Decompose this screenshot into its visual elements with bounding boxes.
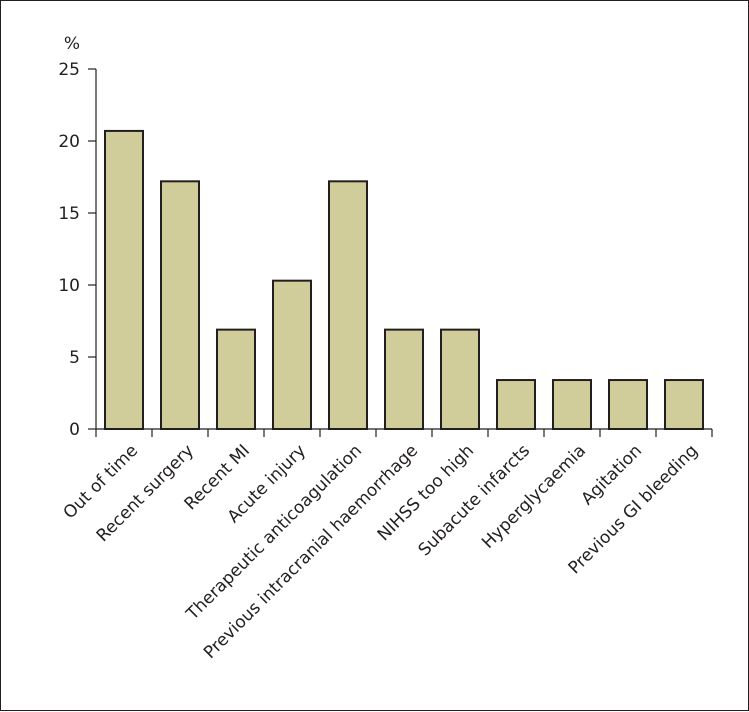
y-tick-label: 10 [58, 276, 80, 296]
y-tick-label: 20 [58, 132, 80, 152]
chart-bars [104, 129, 704, 431]
y-tick-label: 15 [58, 204, 80, 224]
bar [608, 379, 648, 431]
bar [440, 328, 480, 431]
bar [328, 180, 368, 430]
y-tick-label: 25 [58, 60, 80, 80]
y-axis-unit-label: % [64, 34, 80, 54]
y-tick-label: 5 [69, 348, 80, 368]
bar [216, 328, 256, 431]
bar [496, 379, 536, 431]
x-category-label: Hyperglycaemia [478, 441, 590, 553]
x-category-label: NIHSS too high [374, 441, 478, 545]
bar [160, 180, 200, 430]
bar [664, 379, 704, 431]
bar [272, 279, 312, 430]
bar [384, 328, 424, 431]
y-tick-label: 0 [69, 420, 80, 440]
x-category-label: Recent surgery [93, 441, 198, 546]
bar [552, 379, 592, 431]
bar [104, 129, 144, 430]
